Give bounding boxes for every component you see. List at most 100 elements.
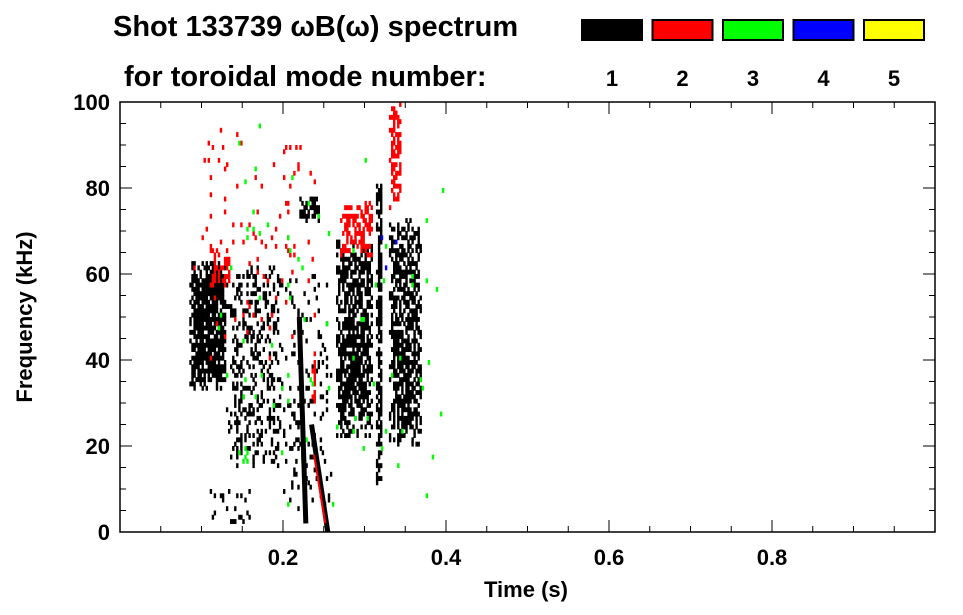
spectral-cell	[407, 372, 410, 378]
spectral-cell	[352, 329, 355, 335]
spectral-cell	[407, 312, 410, 318]
spectral-cell	[248, 299, 251, 305]
spectral-cell	[228, 420, 231, 426]
spectral-cell	[356, 342, 359, 348]
spectral-cell	[348, 420, 351, 426]
spectral-cell	[205, 282, 208, 288]
spectral-cell	[352, 269, 355, 275]
spectral-cell	[207, 286, 210, 292]
feature-mode-1	[209, 489, 251, 524]
spectral-cell	[228, 256, 231, 262]
spectral-cell	[213, 295, 217, 301]
spectral-cell	[380, 286, 383, 292]
spectral-cell	[413, 364, 416, 370]
spectral-cell	[391, 312, 394, 318]
spectral-cell	[287, 372, 290, 378]
spectral-cell	[297, 312, 300, 318]
spectral-cell	[289, 295, 292, 301]
spectral-cell	[407, 385, 410, 391]
spectral-cell	[207, 278, 210, 284]
spectral-cell	[270, 235, 274, 241]
spectral-cell	[409, 360, 412, 365]
spectral-cell	[417, 252, 420, 258]
spectral-cell	[205, 269, 208, 275]
spectral-cell	[411, 360, 414, 365]
spectral-cell	[252, 433, 255, 438]
spectral-cell	[213, 312, 217, 318]
spectral-cell	[362, 385, 365, 391]
spectral-cell	[291, 411, 294, 417]
spectral-cell	[417, 299, 420, 305]
spectral-cell	[366, 342, 369, 348]
spectral-cell	[270, 458, 274, 464]
spectral-cell	[350, 321, 353, 327]
spectral-cell	[403, 226, 406, 232]
spectral-cell	[321, 450, 325, 456]
spectral-cell	[219, 299, 223, 305]
spectral-cell	[370, 312, 373, 318]
spectral-cell	[285, 441, 288, 447]
spectral-cell	[336, 265, 339, 271]
spectral-cell	[364, 385, 367, 391]
spectral-cell	[397, 415, 400, 421]
spectral-cell	[356, 282, 359, 288]
spectral-cell	[297, 308, 300, 314]
spectral-cell	[211, 291, 215, 297]
spectral-cell	[295, 278, 298, 284]
spectral-cell	[211, 514, 215, 520]
spectral-cell	[240, 446, 243, 451]
spectral-cell	[209, 489, 213, 494]
spectral-cell	[195, 360, 198, 365]
spectral-cell	[211, 265, 215, 271]
spectral-cell	[354, 355, 357, 361]
spectral-cell	[238, 295, 241, 301]
spectral-cell	[309, 170, 312, 176]
spectral-cell	[215, 381, 219, 387]
spectral-cell	[268, 355, 272, 361]
spectral-cell	[391, 188, 394, 193]
spectral-cell	[289, 424, 292, 430]
spectral-cell	[397, 295, 400, 301]
spectral-cell	[209, 295, 213, 301]
spectral-cell	[201, 347, 204, 352]
spectral-cell	[377, 192, 381, 198]
spectral-cell	[399, 166, 402, 172]
spectral-cell	[358, 295, 361, 301]
spectral-cell	[191, 355, 194, 361]
spectral-cell	[221, 304, 225, 309]
spectral-cell	[338, 403, 341, 408]
spectral-cell	[327, 497, 331, 503]
spectral-cell	[370, 218, 373, 223]
spectral-cell	[191, 347, 194, 352]
spectral-cell	[350, 351, 353, 357]
spectral-cell	[356, 381, 359, 387]
spectral-cell	[360, 248, 363, 254]
spectral-cell	[405, 235, 408, 241]
spectral-cell	[411, 390, 414, 395]
spectral-cell	[403, 261, 406, 266]
spectral-cell	[240, 433, 243, 438]
spectral-cell	[352, 222, 355, 228]
spectral-cell	[281, 282, 284, 288]
spectral-cell	[246, 299, 249, 305]
spectral-cell	[358, 239, 361, 245]
spectral-cell	[399, 377, 402, 383]
spectral-cell	[258, 329, 261, 335]
spectral-cell	[240, 493, 243, 499]
spectral-cell	[417, 351, 420, 357]
spectral-cell	[313, 381, 316, 387]
spectral-cell	[352, 381, 355, 387]
spectral-cell	[370, 252, 373, 258]
spectral-cell	[193, 299, 196, 305]
spectral-cell	[219, 368, 223, 374]
spectral-cell	[346, 364, 349, 370]
spectral-cell	[266, 317, 270, 322]
spectral-cell	[413, 317, 416, 322]
spectral-cell	[219, 265, 223, 271]
spectral-cell	[313, 213, 316, 219]
spectral-cell	[207, 377, 210, 383]
spectral-cell	[191, 381, 194, 387]
spectral-cell	[276, 415, 280, 421]
spectral-cell	[356, 231, 359, 236]
